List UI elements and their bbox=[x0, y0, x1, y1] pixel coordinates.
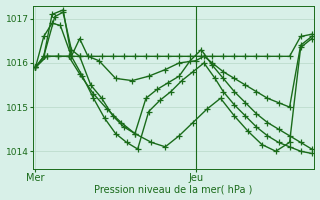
X-axis label: Pression niveau de la mer( hPa ): Pression niveau de la mer( hPa ) bbox=[94, 184, 253, 194]
